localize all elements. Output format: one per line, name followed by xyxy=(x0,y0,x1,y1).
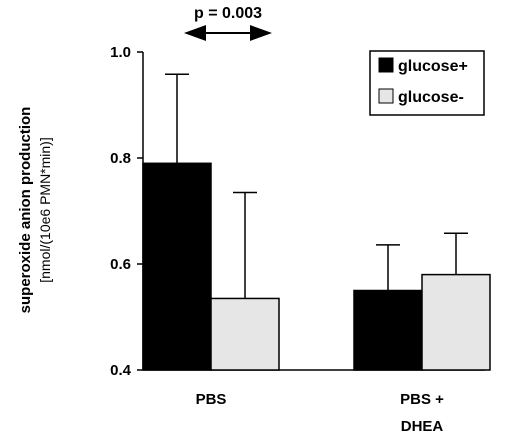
p-value-label: p = 0.003 xyxy=(194,5,262,22)
category-labels: PBS PBS + DHEA xyxy=(196,391,445,435)
legend-label-glucose-minus: glucose- xyxy=(398,89,464,106)
y-tick-label: 0.8 xyxy=(110,150,131,167)
significance-annotation: p = 0.003 xyxy=(184,5,272,41)
legend-swatch-glucose-plus xyxy=(378,57,394,73)
legend-label-glucose-plus: glucose+ xyxy=(398,58,468,75)
y-axis-title: superoxide anion production xyxy=(17,107,34,314)
y-tick-label: 0.4 xyxy=(110,362,132,379)
bar-glucose-plus xyxy=(353,289,423,371)
y-axis-subtitle: [nmol/(10e6 PMN*min)] xyxy=(37,137,53,283)
bar-glucose-minus xyxy=(421,273,491,371)
error-bars xyxy=(165,73,468,299)
category-label: PBS xyxy=(196,391,227,408)
legend: glucose+ glucose- xyxy=(369,50,485,116)
bar-glucose-minus xyxy=(210,297,280,371)
y-tick-label: 1.0 xyxy=(110,44,131,61)
legend-swatch-glucose-minus xyxy=(378,88,394,104)
y-ticks: 0.4 0.6 0.8 1.0 xyxy=(110,44,143,379)
arrow-left-head xyxy=(184,25,206,41)
category-label: PBS + DHEA xyxy=(400,391,444,435)
bars xyxy=(142,162,491,371)
y-tick-label: 0.6 xyxy=(110,256,131,273)
arrow-right-head xyxy=(250,25,272,41)
bar-glucose-plus xyxy=(142,162,212,371)
